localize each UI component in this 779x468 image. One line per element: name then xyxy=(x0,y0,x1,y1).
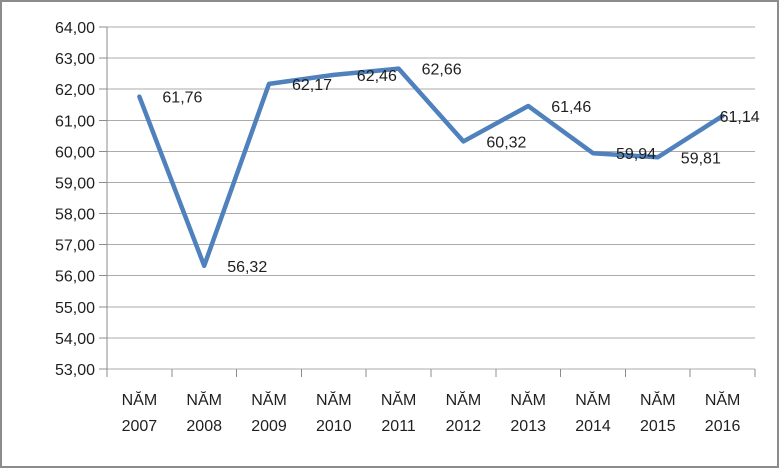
y-axis-label: 59,00 xyxy=(55,175,95,192)
x-axis-label: NĂM 2014 xyxy=(575,390,611,435)
x-axis-label: NĂM 2009 xyxy=(251,390,287,435)
gridlines-group xyxy=(107,26,755,370)
y-axis-label: 57,00 xyxy=(55,238,95,255)
y-axis-label: 55,00 xyxy=(55,300,95,317)
x-axis-label: NĂM 2011 xyxy=(381,390,417,435)
y-axis-label: 61,00 xyxy=(55,113,95,130)
data-point-label: 62,17 xyxy=(292,77,332,94)
series-group xyxy=(137,66,725,269)
x-axis-label: NĂM 2010 xyxy=(316,390,352,435)
x-axis-label: NĂM 2008 xyxy=(186,390,222,435)
x-axis-labels-group: NĂM 2007 NĂM 2008 NĂM 2009 NĂM 2010 NĂM 2011 NĂM 20… xyxy=(122,390,741,435)
y-axis-label: 64,00 xyxy=(55,20,95,37)
data-point-label: 56,32 xyxy=(227,259,267,276)
x-axis-label: NĂM 2007 xyxy=(122,390,158,435)
y-axis-label: 56,00 xyxy=(55,269,95,286)
data-point-label: 59,94 xyxy=(616,146,656,163)
y-axis-label: 63,00 xyxy=(55,51,95,68)
data-point-label: 61,76 xyxy=(162,90,202,107)
data-series-line xyxy=(137,66,725,269)
data-point-label: 61,14 xyxy=(720,109,760,126)
data-point-label: 59,81 xyxy=(681,150,721,167)
data-labels-group: 61,76 56,32 62,17 62,46 62,66 60,32 61,46 59,94… xyxy=(162,62,759,276)
y-axis-label: 58,00 xyxy=(55,207,95,224)
y-axis-labels-group: 53,00 54,00 55,00 56,00 57,00 58,00 59,00 60,00… xyxy=(55,20,95,379)
y-axis-label: 54,00 xyxy=(55,331,95,348)
y-axis-label: 60,00 xyxy=(55,144,95,161)
axis-group xyxy=(99,26,756,377)
y-axis-label: 53,00 xyxy=(55,362,95,379)
data-point-label: 62,66 xyxy=(422,62,462,79)
data-point-label: 60,32 xyxy=(486,134,526,151)
data-point-label: 62,46 xyxy=(357,68,397,85)
x-axis-label: NĂM 2013 xyxy=(510,390,546,435)
x-axis-label: NĂM 2012 xyxy=(446,390,482,435)
x-axis-label: NĂM 2016 xyxy=(705,390,741,435)
y-axis-label: 62,00 xyxy=(55,82,95,99)
data-point-label: 61,46 xyxy=(551,99,591,116)
x-axis-label: NĂM 2015 xyxy=(640,390,676,435)
